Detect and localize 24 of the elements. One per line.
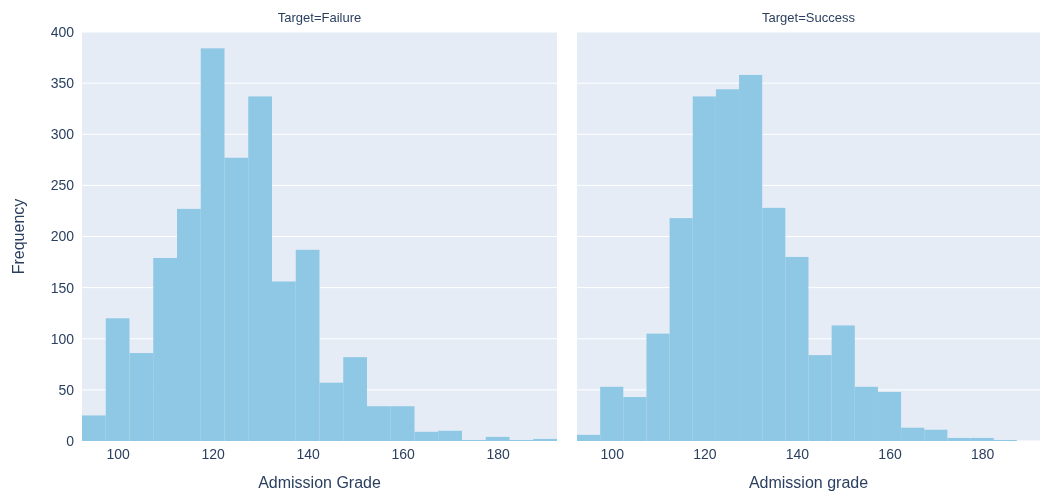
x-tick-label: 100 — [600, 445, 625, 462]
y-tick-label: 150 — [50, 279, 75, 296]
x-axis-title: Admission grade — [748, 474, 869, 491]
y-tick-label: 250 — [50, 177, 75, 194]
x-axis-title: Admission Grade — [258, 474, 381, 491]
x-tick-label: 140 — [296, 445, 321, 462]
chart-title: Target=Success — [762, 10, 856, 25]
y-axis-title: Frequency — [10, 198, 27, 275]
chart-title: Target=Failure — [277, 10, 362, 25]
y-tick-label: 350 — [50, 75, 75, 92]
y-tick-label: 0 — [66, 432, 75, 449]
x-tick-label: 120 — [693, 445, 717, 462]
x-tick-label: 120 — [201, 445, 226, 462]
y-tick-label: 100 — [50, 330, 75, 347]
x-tick-label: 160 — [391, 445, 416, 462]
x-tick-label: 180 — [970, 445, 995, 462]
x-tick-label: 100 — [106, 445, 131, 462]
y-tick-label: 50 — [58, 381, 75, 398]
x-tick-label: 180 — [486, 445, 511, 462]
x-tick-label: 140 — [785, 445, 810, 462]
y-tick-label: 200 — [50, 228, 75, 245]
x-tick-label: 160 — [878, 445, 902, 462]
y-tick-label: 400 — [50, 23, 75, 40]
y-tick-label: 300 — [50, 126, 75, 143]
